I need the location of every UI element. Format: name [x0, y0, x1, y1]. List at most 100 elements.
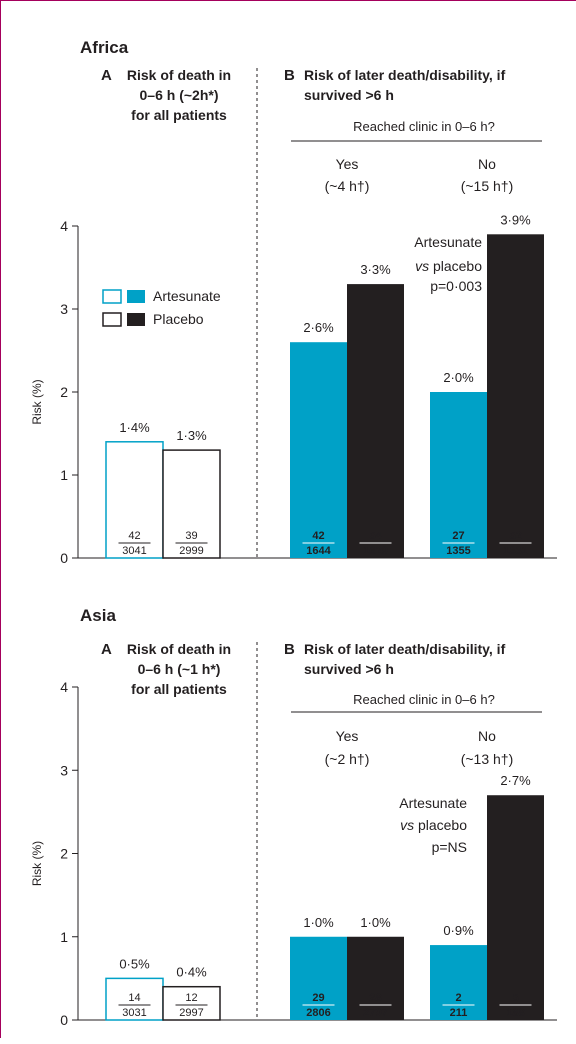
- fraction-numerator: 14: [128, 992, 140, 1004]
- bar-value-label: 0·5%: [119, 956, 150, 971]
- fraction-numerator: 29: [312, 992, 324, 1004]
- significance-annotation: Artesunate: [414, 234, 482, 250]
- panel-a-title-line: 0–6 h (~1 h*): [138, 661, 221, 677]
- bar-placebo: [162, 449, 221, 559]
- panel-b-letter: B: [284, 67, 295, 84]
- panel-a-title-line: for all patients: [131, 681, 227, 697]
- panel-b-title-line: Risk of later death/disability, if: [304, 67, 506, 83]
- bar-value-label: 2·6%: [303, 320, 334, 335]
- fraction-denominator: 3031: [122, 1007, 146, 1019]
- region-title: Asia: [80, 606, 116, 625]
- fraction-denominator: 2999: [179, 545, 203, 557]
- legend-label-artesunate: Artesunate: [153, 288, 221, 304]
- fraction-denominator: 1355: [446, 545, 470, 557]
- y-tick-label: 4: [60, 679, 68, 695]
- legend-swatch-placebo-filled: [127, 313, 145, 326]
- fraction-numerator: 5: [512, 992, 518, 1004]
- panel-a-letter: A: [101, 641, 112, 658]
- panel-b-subtitle: Reached clinic in 0–6 h?: [353, 119, 495, 134]
- panel-a-letter: A: [101, 67, 112, 84]
- group-label: Yes: [336, 156, 359, 172]
- legend-swatch-placebo-outline: [102, 312, 122, 327]
- panel-a-title-line: Risk of death in: [127, 67, 231, 83]
- fraction-numerator: 52: [509, 530, 521, 542]
- bar-value-label: 2·7%: [500, 773, 531, 788]
- group-sublabel: (~4 h†): [325, 178, 370, 194]
- significance-annotation: vs placebo: [415, 258, 482, 274]
- fraction-numerator: 39: [185, 530, 197, 542]
- panel-b-title-line: Risk of later death/disability, if: [304, 641, 506, 657]
- bar-value-label: 1·3%: [176, 428, 207, 443]
- fraction-denominator: 2797: [363, 1007, 387, 1019]
- bar-artesunate: [430, 392, 487, 558]
- significance-annotation: Artesunate: [399, 795, 467, 811]
- group-label: No: [478, 156, 496, 172]
- bar-value-label: 1·0%: [360, 915, 391, 930]
- significance-annotation: p=0·003: [430, 278, 482, 294]
- fraction-numerator: 42: [128, 530, 140, 542]
- y-tick-label: 4: [60, 218, 68, 234]
- group-label: No: [478, 728, 496, 744]
- group-sublabel: (~13 h†): [461, 751, 514, 767]
- bar-value-label: 3·9%: [500, 212, 531, 227]
- bar-placebo: [347, 936, 404, 1020]
- y-tick-label: 2: [60, 846, 68, 862]
- region-title: Africa: [80, 38, 129, 57]
- legend-swatch-artesunate-filled: [127, 290, 145, 303]
- fraction-numerator: 54: [369, 530, 382, 542]
- bar-placebo: [162, 985, 221, 1021]
- bar-value-label: 1·0%: [303, 915, 334, 930]
- bar-value-label: 0·9%: [443, 923, 474, 938]
- y-tick-label: 2: [60, 384, 68, 400]
- y-tick-label: 1: [60, 467, 68, 483]
- fraction-denominator: 3041: [122, 545, 146, 557]
- bar-value-label: 1·4%: [119, 420, 150, 435]
- y-tick-label: 1: [60, 929, 68, 945]
- y-tick-label: 0: [60, 550, 68, 566]
- bar-artesunate: [105, 441, 164, 559]
- panel-a-title-line: Risk of death in: [127, 641, 231, 657]
- fraction-denominator: 1644: [306, 545, 331, 557]
- fraction-numerator: 42: [312, 530, 324, 542]
- bar-artesunate: [430, 945, 487, 1020]
- fraction-denominator: 211: [450, 1007, 468, 1019]
- panel-b-title-line: survived >6 h: [304, 87, 394, 103]
- y-tick-label: 3: [60, 301, 68, 317]
- significance-annotation: vs placebo: [400, 817, 467, 833]
- fraction-numerator: 27: [452, 530, 464, 542]
- bar-value-label: 3·3%: [360, 262, 391, 277]
- group-sublabel: (~15 h†): [461, 178, 514, 194]
- y-axis-label: Risk (%): [30, 841, 44, 886]
- fraction-denominator: 2806: [306, 1007, 330, 1019]
- bar-placebo: [487, 234, 544, 559]
- panel-a-title-line: 0–6 h (~2h*): [140, 87, 219, 103]
- group-label: Yes: [336, 728, 359, 744]
- fraction-numerator: 2: [455, 992, 461, 1004]
- bar-value-label: 2·0%: [443, 370, 474, 385]
- fraction-numerator: 28: [369, 992, 381, 1004]
- bar-placebo: [487, 795, 544, 1020]
- fraction-denominator: 188: [506, 1007, 524, 1019]
- bar-placebo: [347, 284, 404, 558]
- bar-artesunate: [105, 977, 164, 1021]
- fraction-denominator: 2997: [179, 1007, 203, 1019]
- y-tick-label: 0: [60, 1012, 68, 1028]
- legend-label-placebo: Placebo: [153, 311, 204, 327]
- y-axis-label: Risk (%): [30, 379, 44, 424]
- panel-a-title-line: for all patients: [131, 107, 227, 123]
- fraction-denominator: 1629: [363, 545, 387, 557]
- y-tick-label: 3: [60, 762, 68, 778]
- fraction-numerator: 12: [185, 992, 197, 1004]
- fraction-denominator: 1331: [503, 545, 527, 557]
- bar-artesunate: [290, 936, 347, 1020]
- panel-b-subtitle: Reached clinic in 0–6 h?: [353, 692, 495, 707]
- panel-b-letter: B: [284, 641, 295, 658]
- group-sublabel: (~2 h†): [325, 751, 370, 767]
- bar-artesunate: [290, 342, 347, 558]
- bar-value-label: 0·4%: [176, 965, 207, 980]
- legend-swatch-artesunate-outline: [102, 289, 122, 304]
- significance-annotation: p=NS: [432, 839, 467, 855]
- panel-b-title-line: survived >6 h: [304, 661, 394, 677]
